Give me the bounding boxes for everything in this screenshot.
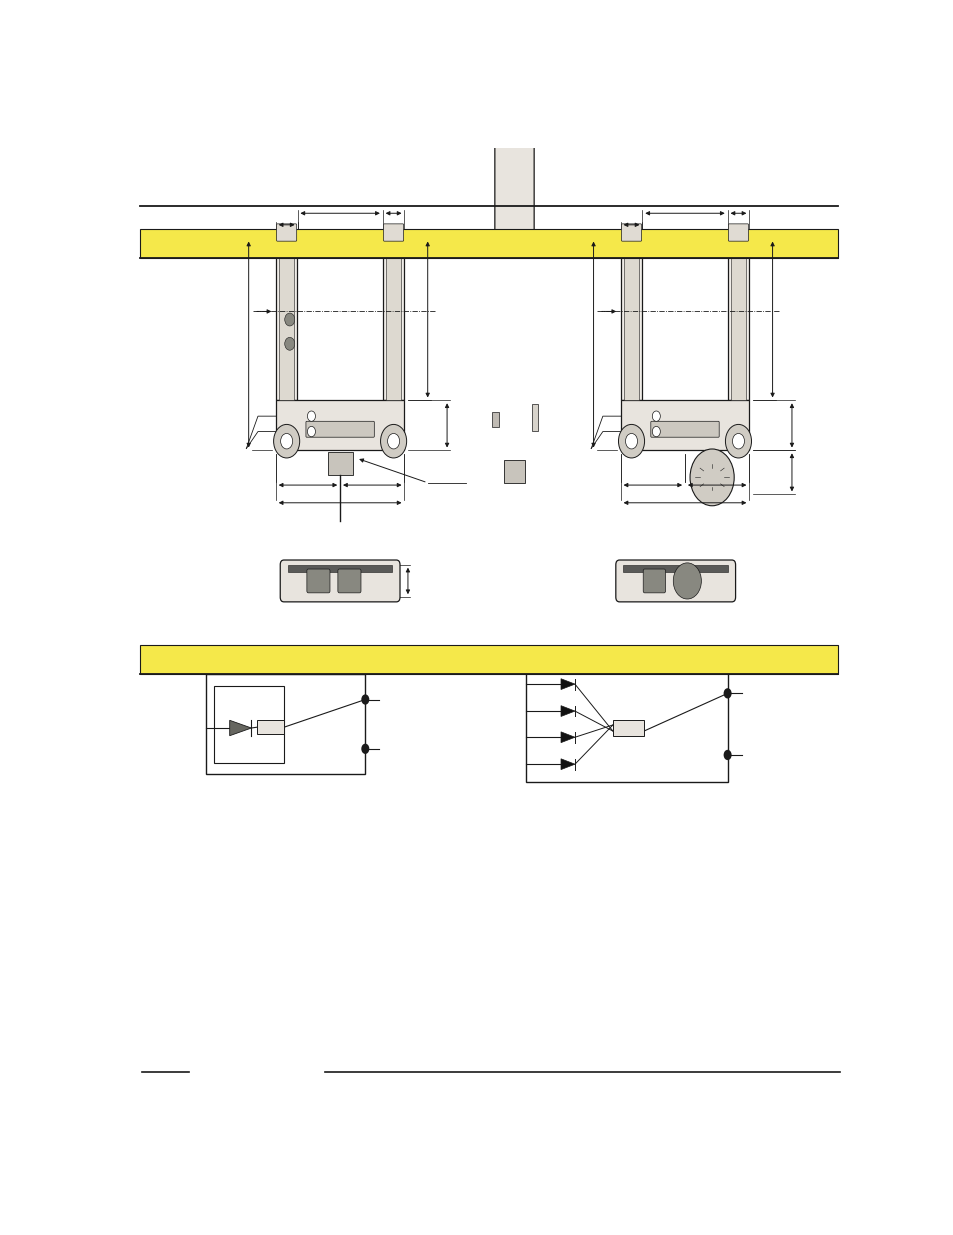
Bar xyxy=(620,238,641,400)
Bar xyxy=(620,400,748,451)
FancyBboxPatch shape xyxy=(307,569,330,593)
Polygon shape xyxy=(230,720,252,736)
FancyBboxPatch shape xyxy=(650,421,719,437)
Polygon shape xyxy=(560,679,575,689)
FancyBboxPatch shape xyxy=(620,224,640,241)
Circle shape xyxy=(618,425,644,458)
FancyBboxPatch shape xyxy=(383,224,403,241)
FancyBboxPatch shape xyxy=(337,569,360,593)
Circle shape xyxy=(274,425,299,458)
Bar xyxy=(206,674,365,774)
Circle shape xyxy=(280,433,293,450)
Bar xyxy=(328,452,353,475)
Bar xyxy=(140,228,837,258)
Bar xyxy=(622,564,727,573)
Bar xyxy=(385,243,401,400)
Circle shape xyxy=(652,411,659,421)
Bar xyxy=(525,667,727,782)
Bar xyxy=(492,412,498,427)
Bar xyxy=(504,459,524,483)
Bar xyxy=(275,400,404,451)
Circle shape xyxy=(387,433,399,450)
Bar xyxy=(288,564,392,573)
Circle shape xyxy=(625,433,637,450)
Bar xyxy=(214,685,284,763)
Circle shape xyxy=(652,426,659,437)
Polygon shape xyxy=(560,732,575,742)
Bar xyxy=(623,243,639,400)
Circle shape xyxy=(284,337,294,351)
Bar xyxy=(275,238,297,400)
FancyBboxPatch shape xyxy=(642,569,665,593)
Circle shape xyxy=(361,743,369,753)
FancyBboxPatch shape xyxy=(616,559,735,601)
Circle shape xyxy=(673,563,700,599)
FancyBboxPatch shape xyxy=(280,559,399,601)
Polygon shape xyxy=(560,758,575,769)
Bar xyxy=(532,404,537,431)
Circle shape xyxy=(307,426,315,437)
Circle shape xyxy=(380,425,406,458)
Circle shape xyxy=(689,450,734,506)
Bar xyxy=(727,238,748,400)
Circle shape xyxy=(361,694,369,705)
FancyBboxPatch shape xyxy=(495,32,534,249)
Circle shape xyxy=(723,750,731,760)
FancyBboxPatch shape xyxy=(728,224,748,241)
FancyBboxPatch shape xyxy=(306,421,374,437)
Circle shape xyxy=(723,688,731,699)
Bar xyxy=(612,720,643,736)
Circle shape xyxy=(724,425,751,458)
Circle shape xyxy=(732,433,743,450)
Bar xyxy=(278,243,294,400)
Circle shape xyxy=(284,314,294,326)
Polygon shape xyxy=(560,705,575,716)
Bar xyxy=(382,238,404,400)
Circle shape xyxy=(307,411,315,421)
Bar xyxy=(256,720,284,734)
Bar xyxy=(730,243,745,400)
FancyBboxPatch shape xyxy=(276,224,296,241)
Bar xyxy=(140,645,837,674)
